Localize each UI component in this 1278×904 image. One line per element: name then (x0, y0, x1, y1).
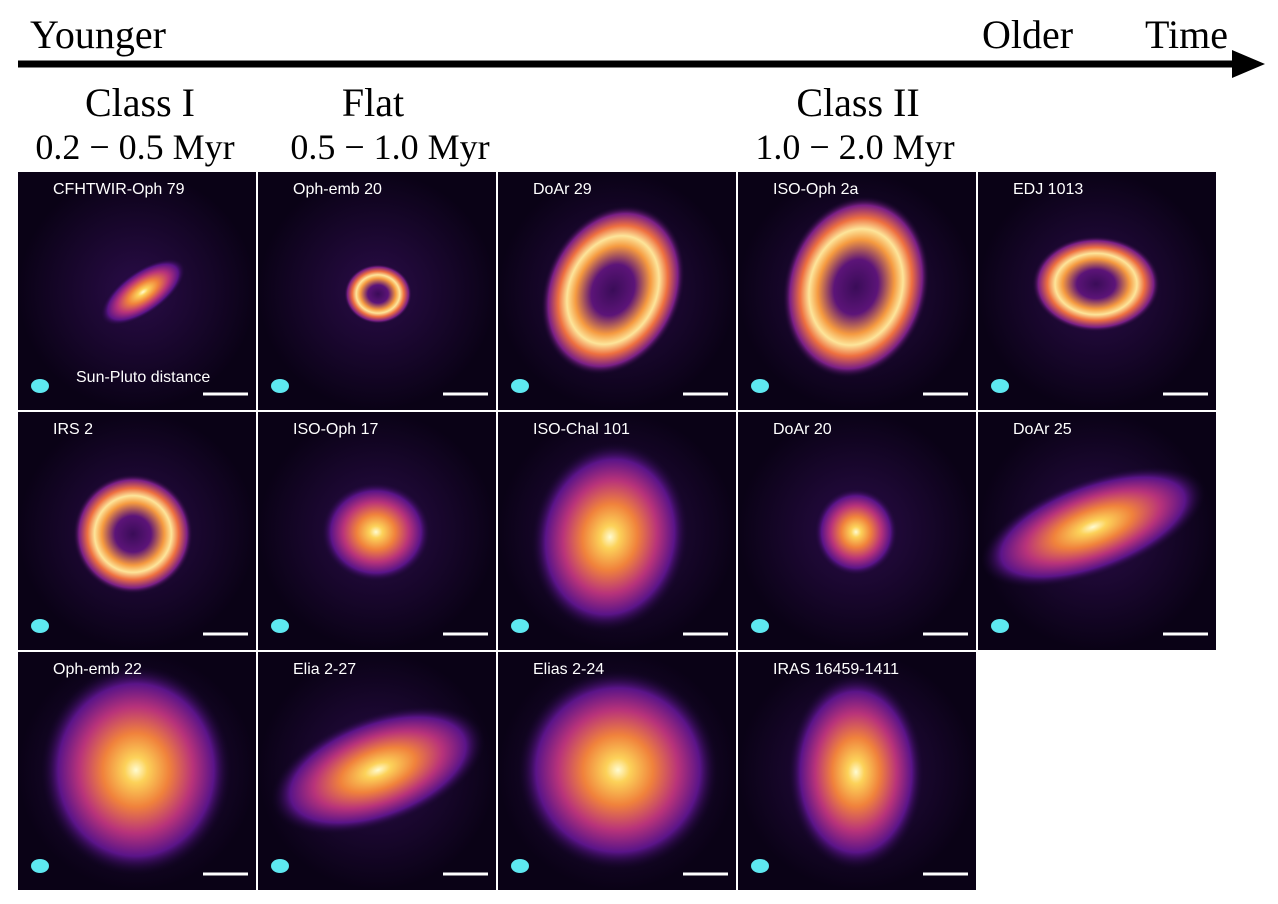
beam (751, 619, 769, 633)
disk-image (100, 258, 186, 326)
panel-label: CFHTWIR-Oph 79 (53, 181, 185, 198)
disk-panel: ISO-Oph 2a (738, 172, 976, 410)
disk-image (271, 705, 485, 835)
disk-image (344, 264, 412, 324)
disk-image (814, 488, 898, 576)
class-age: 1.0 − 2.0 Myr (755, 127, 954, 167)
beam (751, 379, 769, 393)
beam (271, 859, 289, 873)
beam (31, 379, 49, 393)
disk-image (788, 674, 924, 870)
panel-label: DoAr 25 (1013, 421, 1072, 438)
beam (271, 619, 289, 633)
arrow-head (1232, 50, 1265, 78)
panel-label: ISO-Oph 2a (773, 181, 858, 198)
disk-panel: ISO-Oph 17 (258, 412, 496, 650)
disk-panel: ISO-Chal 101 (498, 412, 736, 650)
panel-label: ISO-Oph 17 (293, 421, 378, 438)
class-name: Class I (85, 80, 195, 125)
beam (511, 379, 529, 393)
disk-panel: Oph-emb 20 (258, 172, 496, 410)
class-age: 0.5 − 1.0 Myr (290, 127, 489, 167)
beam (991, 619, 1009, 633)
disk-image (518, 670, 718, 870)
disk-panel: DoAr 25 (978, 412, 1216, 650)
beam (511, 619, 529, 633)
disk-image (782, 196, 930, 378)
beam (511, 859, 529, 873)
beam (991, 379, 1009, 393)
axis-label-right: Older (982, 12, 1073, 57)
disk-panel: EDJ 1013 (978, 172, 1216, 410)
disk-image (1032, 236, 1160, 332)
disk-panel: Oph-emb 22 (18, 652, 256, 890)
panel-label: Elia 2-27 (293, 661, 356, 678)
disk-panel: DoAr 29 (498, 172, 736, 410)
panel-label: Elias 2-24 (533, 661, 604, 678)
panel-label: Oph-emb 22 (53, 661, 142, 678)
class-name: Flat (342, 80, 404, 125)
disk-image (531, 442, 689, 632)
panel-label: DoAr 20 (773, 421, 832, 438)
disk-image (541, 205, 685, 375)
disk-image (321, 482, 431, 582)
beam (271, 379, 289, 393)
disk-panel: DoAr 20 (738, 412, 976, 650)
disk-panel: Elia 2-27 (258, 652, 496, 890)
panel-label: IRAS 16459-1411 (773, 661, 899, 678)
beam (751, 859, 769, 873)
axis-label-end: Time (1145, 12, 1228, 57)
panel-label: DoAr 29 (533, 181, 592, 198)
scale-note: Sun-Pluto distance (76, 369, 210, 386)
beam (31, 619, 49, 633)
panel-label: Oph-emb 20 (293, 181, 382, 198)
disk-image (980, 466, 1206, 588)
beam (31, 859, 49, 873)
disk-panel: Elias 2-24 (498, 652, 736, 890)
panel-label: ISO-Chal 101 (533, 421, 630, 438)
class-name: Class II (796, 80, 919, 125)
panel-label: IRS 2 (53, 421, 93, 438)
axis-label-left: Younger (30, 12, 166, 57)
class-age: 0.2 − 0.5 Myr (35, 127, 234, 167)
disk-image (73, 474, 193, 594)
panel-label: EDJ 1013 (1013, 181, 1083, 198)
panel-grid: CFHTWIR-Oph 79 Sun-Pluto distance Oph-emb … (18, 172, 1216, 890)
disk-panel: IRAS 16459-1411 (738, 652, 976, 890)
disk-panel: CFHTWIR-Oph 79 Sun-Pluto distance (18, 172, 256, 410)
disk-image (41, 665, 231, 875)
disk-panel: IRS 2 (18, 412, 256, 650)
